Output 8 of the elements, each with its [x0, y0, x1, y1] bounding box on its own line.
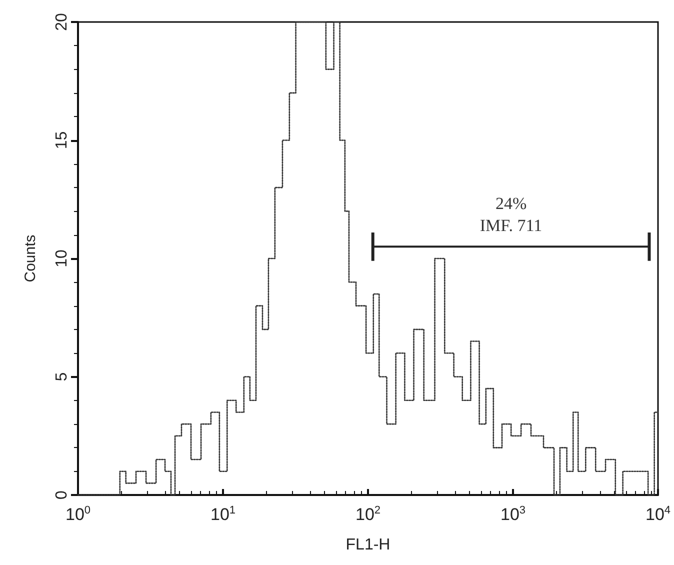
y-axis-title: Counts — [22, 234, 39, 282]
y-tick-label: 15 — [54, 131, 70, 150]
x-axis-title: FL1-H — [346, 536, 390, 554]
y-tick-label: 5 — [54, 372, 70, 382]
y-tick-label: 10 — [54, 250, 70, 268]
y-tick-label: 20 — [54, 13, 70, 31]
annotation: 24% IMF. 711 — [480, 194, 542, 236]
y-tick-label: 0 — [54, 490, 70, 500]
